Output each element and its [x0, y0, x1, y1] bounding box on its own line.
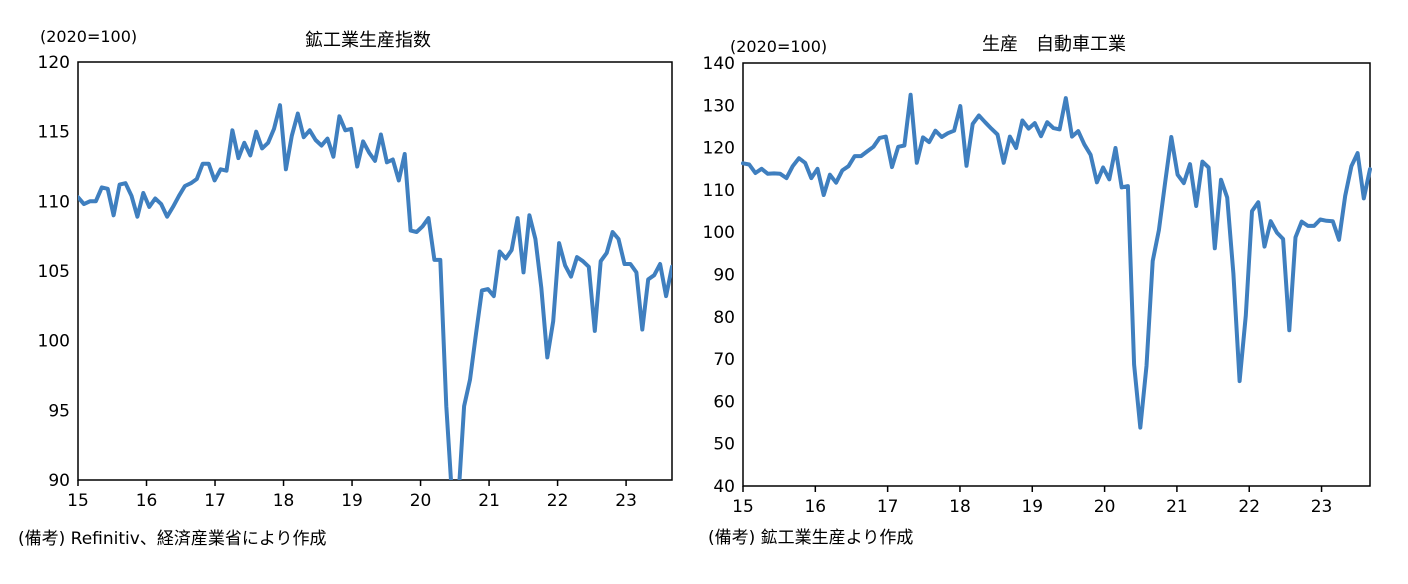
right-y-tick-label: 40: [713, 477, 735, 497]
right-x-tick-label: 18: [949, 497, 971, 517]
left-x-tick-label: 21: [478, 491, 500, 511]
left-x-tick-label: 15: [67, 491, 89, 511]
left-chart-title: 鉱工業生産指数: [305, 30, 431, 51]
right-y-tick-label: 50: [713, 435, 735, 455]
right-y-tick-label: 140: [703, 54, 735, 74]
left-y-tick-label: 120: [38, 53, 70, 73]
right-y-tick-label: 130: [703, 96, 735, 116]
right-y-axis: 140 130 120 110 100 90 80 70 60 50 40: [703, 54, 735, 497]
chart-right: (2020=100) 生産 自動車工業 140 130 120 110 100 90 80 7…: [703, 34, 1372, 548]
left-source-note: (備考) Refinitiv、経済産業省により作成: [18, 529, 327, 549]
left-plot-area: [78, 103, 672, 480]
left-y-tick-label: 110: [38, 192, 70, 212]
left-x-tick-label: 20: [410, 491, 432, 511]
right-y-tick-label: 60: [713, 392, 735, 412]
right-x-tick-label: 17: [877, 497, 899, 517]
right-x-tick-label: 21: [1166, 497, 1188, 517]
left-y-tick-label: 115: [38, 123, 70, 143]
left-plot-frame: [77, 61, 673, 481]
right-series-line: [741, 92, 1372, 430]
right-x-tick-label: 20: [1094, 497, 1116, 517]
left-series-line: [78, 103, 672, 480]
right-y-tick-label: 70: [713, 350, 735, 370]
left-y-axis: 120 115 110 105 100 95 90: [38, 53, 70, 491]
right-y-tick-label: 100: [703, 223, 735, 243]
left-x-tick-label: 23: [615, 491, 637, 511]
right-plot-frame: [742, 62, 1371, 487]
left-unit-label: (2020=100): [40, 27, 137, 46]
right-x-tick-label: 23: [1311, 497, 1333, 517]
left-x-tick-label: 22: [547, 491, 569, 511]
left-y-tick-label: 90: [48, 471, 70, 491]
left-y-tick-label: 100: [38, 332, 70, 352]
right-chart-title: 生産 自動車工業: [982, 34, 1126, 55]
right-y-tick-label: 80: [713, 308, 735, 328]
left-x-tick-label: 16: [136, 491, 158, 511]
left-x-tick-label: 19: [341, 491, 363, 511]
right-x-tick-label: 19: [1021, 497, 1043, 517]
right-x-tick-label: 15: [732, 497, 754, 517]
left-y-tick-label: 105: [38, 262, 70, 282]
right-x-tick-label: 22: [1238, 497, 1260, 517]
right-y-tick-label: 110: [703, 181, 735, 201]
right-y-tick-label: 90: [713, 266, 735, 286]
right-x-axis: 15 16 17 18 19 20 21 22 23: [732, 486, 1332, 517]
right-y-tick-label: 120: [703, 139, 735, 159]
left-x-axis: 15 16 17 18 19 20 21 22 23: [67, 480, 637, 511]
right-unit-label: (2020=100): [730, 37, 827, 56]
chart-left: (2020=100) 鉱工業生産指数 120 115 110 105 100 95 90 1…: [18, 27, 673, 549]
right-x-tick-label: 16: [804, 497, 826, 517]
left-x-tick-label: 18: [273, 491, 295, 511]
left-y-tick-label: 95: [48, 401, 70, 421]
right-source-note: (備考) 鉱工業生産より作成: [708, 528, 913, 548]
left-x-tick-label: 17: [204, 491, 226, 511]
